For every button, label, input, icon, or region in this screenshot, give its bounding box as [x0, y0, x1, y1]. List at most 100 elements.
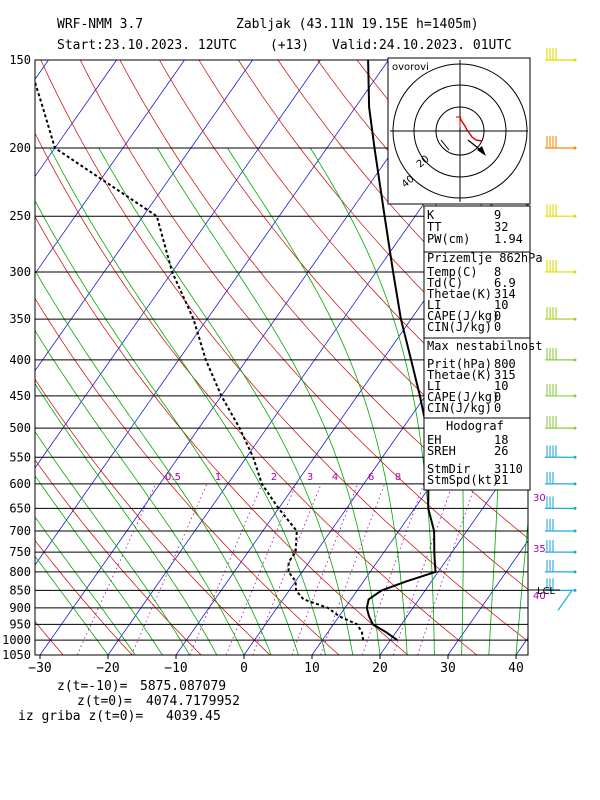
mixing-ratio-line — [417, 483, 476, 655]
surface-title: Prizemlje 862hPa — [427, 251, 543, 265]
pressure-tick-label: 450 — [9, 389, 31, 403]
pressure-tick-label: 550 — [9, 450, 31, 464]
pressure-tick-label: 350 — [9, 312, 31, 326]
mixing-ratio-line — [291, 483, 359, 655]
index-value: 32 — [494, 220, 508, 234]
hodograph-stat-value: 3110 — [494, 462, 523, 476]
wind-barb-shaft — [557, 590, 573, 611]
hodograph-stat-label: SREH — [427, 444, 456, 458]
pressure-tick-label: 300 — [9, 265, 31, 279]
moist-adiabat-line — [98, 147, 354, 655]
mixing-ratio-label: 6 — [368, 472, 374, 483]
index-label: TT — [427, 220, 441, 234]
mixing-ratio-line — [225, 483, 297, 655]
dry-adiabat-line — [35, 216, 409, 655]
moist-adiabat-line — [35, 329, 245, 655]
annotation-35: 35 — [533, 544, 546, 555]
instability-value: 0 — [494, 401, 501, 415]
instability-label: CIN(J/kg) — [427, 401, 492, 415]
temperature-tick-label: 10 — [304, 661, 320, 676]
temperature-tick-label: −20 — [96, 661, 119, 676]
moist-adiabat-line — [35, 199, 299, 655]
temperature-tick-label: 40 — [508, 661, 524, 676]
instability-label: Prit(hPa) — [427, 357, 492, 371]
wind-barb-dot — [573, 506, 577, 510]
hodograph-stat-label: StmDir — [427, 462, 470, 476]
temperature-tick-label: 0 — [240, 661, 248, 676]
surface-value: 0 — [494, 320, 501, 334]
instability-value: 0 — [494, 390, 501, 404]
moist-adiabat-line — [156, 147, 381, 655]
wind-barb-dot — [573, 214, 577, 218]
instability-label: CAPE(J/kg) — [427, 390, 499, 404]
hodograph-ref — [456, 116, 461, 128]
wind-barb-dot — [573, 270, 577, 274]
wind-barb-dot — [573, 146, 577, 150]
dry-adiabat-line — [594, 60, 600, 655]
moist-adiabat-line — [35, 555, 109, 655]
moist-adiabat-line — [515, 517, 528, 655]
hodograph-stat-value: 26 — [494, 444, 508, 458]
mixing-ratio-label: 2 — [271, 472, 277, 483]
hodograph-stat-label: StmSpd(kt) — [427, 473, 499, 487]
instability-value: 10 — [494, 379, 508, 393]
surface-value: 10 — [494, 298, 508, 312]
surface-value: 8 — [494, 265, 501, 279]
pressure-tick-label: 800 — [9, 565, 31, 579]
index-value: 1.94 — [494, 232, 523, 246]
mixing-ratio-line — [131, 483, 208, 655]
profiles — [35, 60, 437, 641]
pressure-tick-label: 400 — [9, 353, 31, 367]
moist-adiabat-line — [35, 382, 218, 655]
pressure-tick-label: 1050 — [2, 648, 31, 662]
hodograph-stat-value: 18 — [494, 433, 508, 447]
annotation-30: 30 — [533, 493, 546, 504]
isotherm-line — [35, 60, 253, 372]
hodograph-trace — [459, 115, 483, 142]
pressure-tick-label: 1000 — [2, 633, 31, 647]
wind-barbs — [545, 48, 577, 611]
pressure-tick-label: 650 — [9, 501, 31, 515]
wind-barb-dot — [573, 58, 577, 62]
z-minus10-value: 5875.087079 — [140, 679, 226, 694]
moist-adiabat-line — [49, 147, 326, 655]
z-minus10-label: z(t=-10)= — [57, 679, 128, 694]
wind-barb-dot — [573, 529, 577, 533]
mixing-ratio-line — [76, 483, 157, 655]
pressure-tick-label: 150 — [9, 53, 31, 67]
hodograph-panel: ovorovi 20 40 — [387, 57, 531, 205]
instability-label: LI — [427, 379, 441, 393]
mixing-ratio-line — [392, 483, 454, 655]
wind-barb-dot — [573, 570, 577, 574]
instability-title: Max nestabilnost — [427, 339, 543, 353]
moist-adiabat-line — [309, 147, 435, 655]
surface-label: Temp(C) — [427, 265, 478, 279]
mixing-ratio-labels: 0.5 1 2 3 4 6 8 — [165, 472, 401, 483]
mixing-ratio-line — [252, 483, 322, 655]
lcl-label: LCL — [537, 586, 556, 597]
surface-label: LI — [427, 298, 441, 312]
wind-barb-dot — [573, 317, 577, 321]
hodograph-stat-label: EH — [427, 433, 441, 447]
mixing-ratio-line — [320, 483, 386, 655]
z0-value: 4074.7179952 — [146, 694, 240, 709]
surface-value: 314 — [494, 287, 516, 301]
moist-adiabat-line — [227, 147, 408, 655]
surface-value: 0 — [494, 309, 501, 323]
z0-grib-label: iz griba z(t=0)= — [18, 709, 143, 724]
lead-time: (+13) — [270, 38, 309, 53]
isotherm-line — [35, 60, 389, 566]
wind-barb-dot — [573, 426, 577, 430]
isotherm-line — [584, 60, 600, 655]
dry-adiabat-line — [159, 60, 528, 489]
temperature-profile — [365, 60, 437, 641]
annotation-40: 40 — [533, 591, 546, 602]
model-title: WRF-NMM 3.7 — [57, 17, 143, 32]
instability-label: Thetae(K) — [427, 368, 492, 382]
z0-label: z(t=0)= — [77, 694, 132, 709]
instability-value: 800 — [494, 357, 516, 371]
mixing-ratio-label: 4 — [332, 472, 338, 483]
temperature-tick-label: 30 — [440, 661, 456, 676]
wind-barb-dot — [573, 588, 577, 592]
